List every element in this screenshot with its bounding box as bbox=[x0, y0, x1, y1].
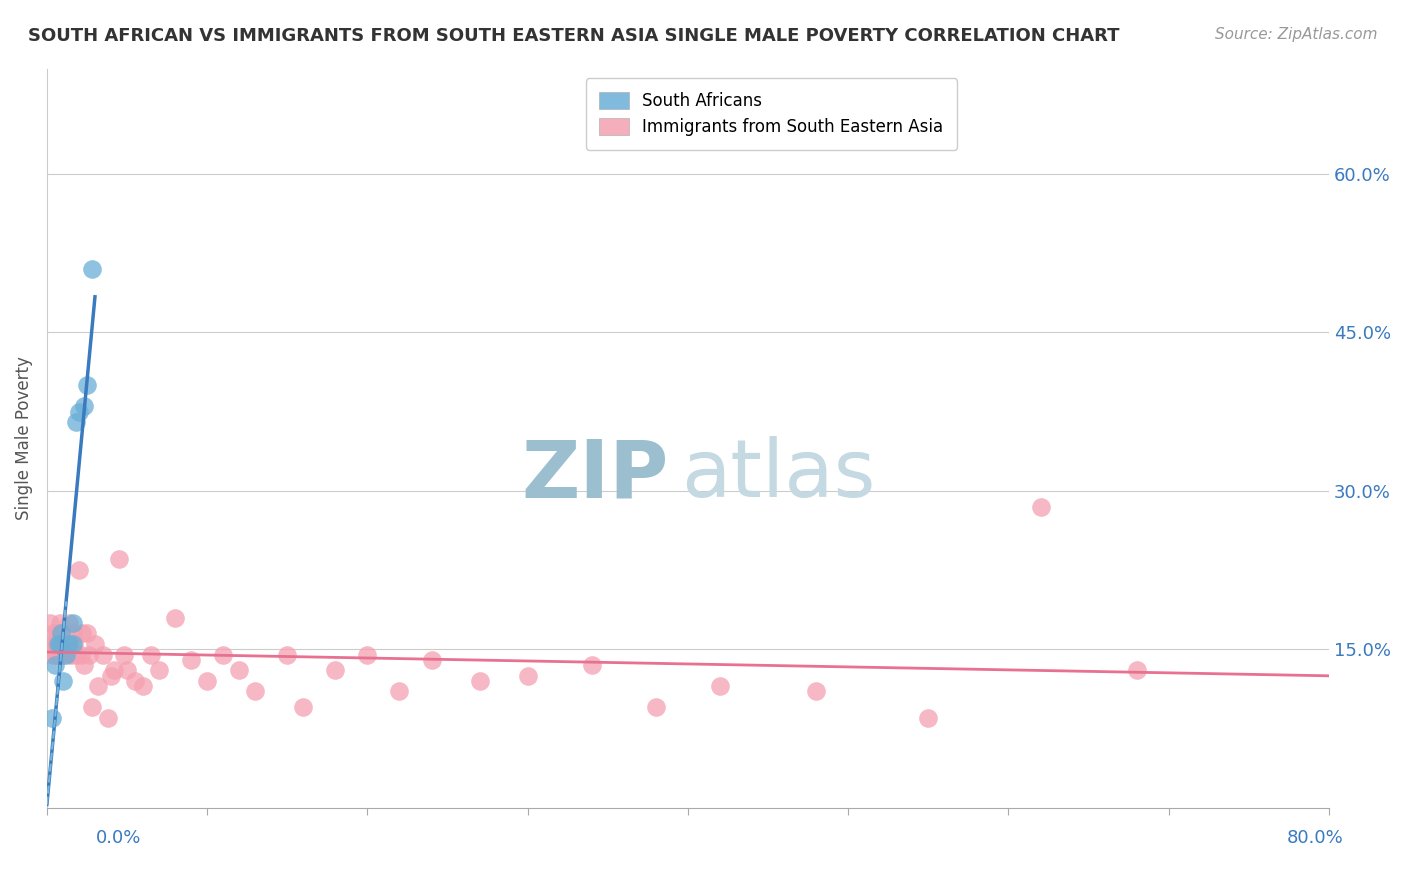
Point bbox=[139, 648, 162, 662]
Text: 80.0%: 80.0% bbox=[1286, 829, 1343, 847]
Point bbox=[45, 626, 67, 640]
Point bbox=[1029, 500, 1052, 514]
Point bbox=[917, 711, 939, 725]
Point bbox=[73, 400, 96, 414]
Text: atlas: atlas bbox=[682, 436, 876, 514]
Point bbox=[58, 637, 80, 651]
Point bbox=[1125, 664, 1147, 678]
Point bbox=[292, 700, 315, 714]
Point bbox=[581, 658, 603, 673]
Point bbox=[108, 552, 131, 566]
Point bbox=[804, 684, 827, 698]
Point bbox=[55, 648, 77, 662]
Text: Source: ZipAtlas.com: Source: ZipAtlas.com bbox=[1215, 27, 1378, 42]
Point bbox=[420, 653, 443, 667]
Point bbox=[69, 648, 91, 662]
Point bbox=[52, 673, 75, 688]
Point bbox=[325, 664, 347, 678]
Point bbox=[65, 415, 87, 429]
Point bbox=[41, 711, 63, 725]
Point bbox=[180, 653, 202, 667]
Point bbox=[228, 664, 250, 678]
Legend: South Africans, Immigrants from South Eastern Asia: South Africans, Immigrants from South Ea… bbox=[586, 78, 957, 150]
Point bbox=[62, 637, 84, 651]
Point bbox=[76, 378, 98, 392]
Point bbox=[48, 637, 70, 651]
Point bbox=[42, 648, 65, 662]
Point bbox=[62, 626, 84, 640]
Point bbox=[165, 610, 187, 624]
Point bbox=[195, 673, 218, 688]
Point bbox=[63, 637, 86, 651]
Point bbox=[53, 626, 76, 640]
Point bbox=[148, 664, 170, 678]
Point bbox=[87, 679, 110, 693]
Point bbox=[115, 664, 138, 678]
Point bbox=[103, 664, 125, 678]
Point bbox=[356, 648, 378, 662]
Point bbox=[52, 648, 75, 662]
Point bbox=[709, 679, 731, 693]
Text: 0.0%: 0.0% bbox=[96, 829, 141, 847]
Text: SOUTH AFRICAN VS IMMIGRANTS FROM SOUTH EASTERN ASIA SINGLE MALE POVERTY CORRELAT: SOUTH AFRICAN VS IMMIGRANTS FROM SOUTH E… bbox=[28, 27, 1119, 45]
Point bbox=[59, 648, 82, 662]
Point bbox=[77, 648, 100, 662]
Point bbox=[112, 648, 135, 662]
Point bbox=[388, 684, 411, 698]
Point bbox=[46, 626, 69, 640]
Point bbox=[67, 563, 90, 577]
Y-axis label: Single Male Poverty: Single Male Poverty bbox=[15, 356, 32, 520]
Point bbox=[55, 637, 77, 651]
Point bbox=[58, 615, 80, 630]
Point bbox=[132, 679, 155, 693]
Point bbox=[48, 615, 70, 630]
Text: ZIP: ZIP bbox=[522, 436, 669, 514]
Point bbox=[51, 626, 73, 640]
Point bbox=[62, 615, 84, 630]
Point bbox=[51, 648, 73, 662]
Point bbox=[46, 637, 69, 651]
Point bbox=[46, 648, 69, 662]
Point bbox=[76, 626, 98, 640]
Point bbox=[70, 626, 93, 640]
Point bbox=[44, 648, 66, 662]
Point bbox=[44, 637, 66, 651]
Point bbox=[468, 673, 491, 688]
Point bbox=[65, 648, 87, 662]
Point bbox=[245, 684, 267, 698]
Point bbox=[73, 658, 96, 673]
Point bbox=[67, 405, 90, 419]
Point bbox=[91, 648, 114, 662]
Point bbox=[100, 668, 122, 682]
Point bbox=[42, 626, 65, 640]
Point bbox=[45, 637, 67, 651]
Point bbox=[41, 637, 63, 651]
Point bbox=[276, 648, 298, 662]
Point bbox=[644, 700, 666, 714]
Point bbox=[124, 673, 146, 688]
Text: R = 0.655   N = 15: R = 0.655 N = 15 bbox=[605, 78, 775, 96]
Point bbox=[212, 648, 235, 662]
Text: R =   0.161   N = 63: R = 0.161 N = 63 bbox=[605, 113, 786, 132]
Point bbox=[48, 637, 70, 651]
Point bbox=[56, 637, 79, 651]
Point bbox=[84, 637, 107, 651]
Point bbox=[97, 711, 120, 725]
Point bbox=[39, 615, 62, 630]
Point bbox=[516, 668, 538, 682]
Point bbox=[80, 262, 103, 277]
Point bbox=[44, 658, 66, 673]
Point bbox=[80, 700, 103, 714]
